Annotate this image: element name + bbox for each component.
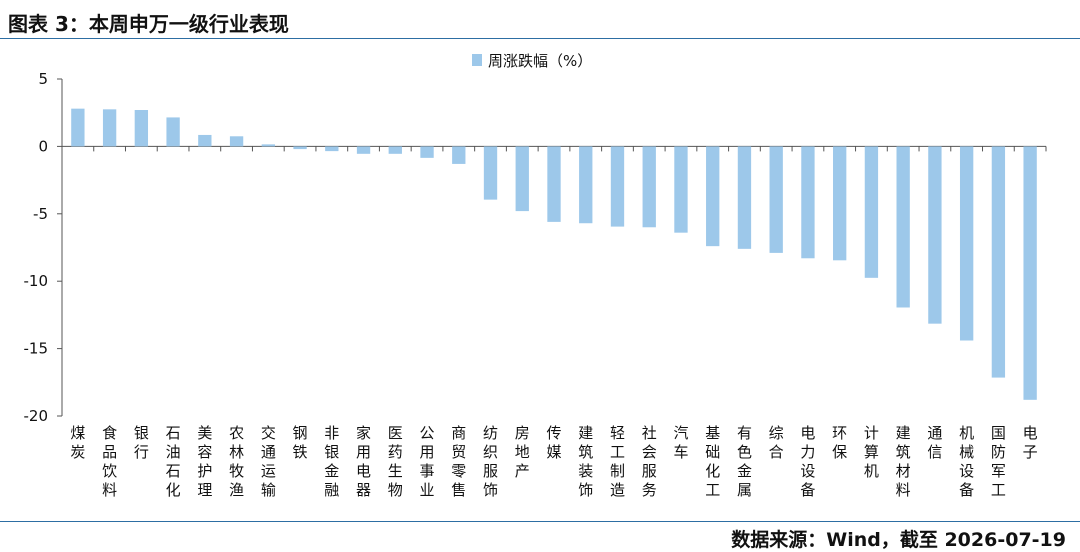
figure-header: 图表 3：本周申万一级行业表现 [0,0,1080,40]
bar [864,146,879,278]
top-rule [0,38,1080,39]
category-label: 交通运输 [261,424,276,499]
legend-swatch [472,54,482,66]
category-label: 商贸零售 [451,424,466,499]
y-tick-label: -15 [24,340,49,358]
category-label: 食品饮料 [102,424,117,499]
category-label: 传媒 [546,424,561,461]
bar [706,146,720,247]
category-label: 汽车 [673,424,688,461]
bar [388,146,402,154]
bar [642,146,656,228]
x-axis [61,145,1047,152]
category-label: 计算机 [864,424,879,480]
bar [483,146,498,200]
figure-title: 图表 3：本周申万一级行业表现 [8,12,289,36]
category-label: 家用电器 [356,424,371,499]
category-label: 银行 [134,424,149,461]
category-label: 农林牧渔 [229,424,244,499]
bar [801,146,815,259]
bar [515,146,529,212]
y-axis: 5 0 -5 -10 -15 -20 [24,70,63,425]
category-label: 国防军工 [991,424,1006,499]
category-label: 房地产 [515,424,530,480]
y-tick-label: 5 [38,70,48,88]
category-label: 综合 [769,424,784,461]
bar [610,146,625,227]
bar [452,146,466,164]
bar [229,136,244,147]
y-tick-label: -20 [24,407,49,425]
source-note: 数据来源：Wind，截至 2026-07-19 [731,529,1066,551]
category-label: 纺织服饰 [483,424,498,499]
category-label: 医药生物 [388,424,403,499]
category-label: 非银金融 [324,424,339,499]
bar-chart: 周涨跌幅（%） 5 0 -5 -10 -15 -20 煤炭 食品饮料 银行 石油石化 美容护理 农林… [24,52,1047,499]
category-label: 轻工制造 [610,424,625,499]
category-label: 有色金属 [737,424,752,499]
category-label: 社会服务 [642,424,657,499]
bar [356,146,371,154]
bar [102,109,117,147]
bars [71,108,1037,400]
bar [1023,146,1037,400]
category-label: 机械设备 [959,424,974,499]
bar [991,146,1006,378]
category-label: 石油石化 [166,424,181,499]
bar [769,146,783,253]
bottom-rule [0,521,1080,522]
bar [198,134,212,147]
y-tick-label: -10 [24,272,49,290]
bar [928,146,942,324]
bar [71,108,85,147]
category-label: 环保 [832,424,847,461]
category-label: 钢铁 [293,424,308,461]
bar [674,146,688,233]
bar [325,146,339,152]
bar [579,146,593,224]
category-label: 煤炭 [70,424,85,461]
category-label: 美容护理 [197,424,212,499]
category-label: 公用事业 [420,424,435,499]
legend: 周涨跌幅（%） [472,52,592,70]
bar [833,146,847,261]
y-tick-label: 0 [38,137,48,155]
bar [261,144,275,147]
bar [737,146,752,249]
bar [959,146,974,341]
bar [166,117,180,147]
category-label: 建筑装饰 [578,424,593,499]
legend-label: 周涨跌幅（%） [488,52,592,70]
bar [293,146,307,150]
category-labels: 煤炭 食品饮料 银行 石油石化 美容护理 农林牧渔 交通运输 钢铁 非银金融 家用电器 医药生物 公用… [70,424,1037,499]
y-tick-label: -5 [33,205,48,223]
category-label: 基础化工 [705,424,720,499]
bar [896,146,910,308]
category-label: 建筑材料 [896,424,911,499]
category-label: 电力设备 [800,424,815,499]
category-label: 电子 [1023,424,1038,461]
bar [547,146,561,222]
bar [134,110,149,147]
category-label: 通信 [927,424,942,461]
bar [420,146,434,158]
